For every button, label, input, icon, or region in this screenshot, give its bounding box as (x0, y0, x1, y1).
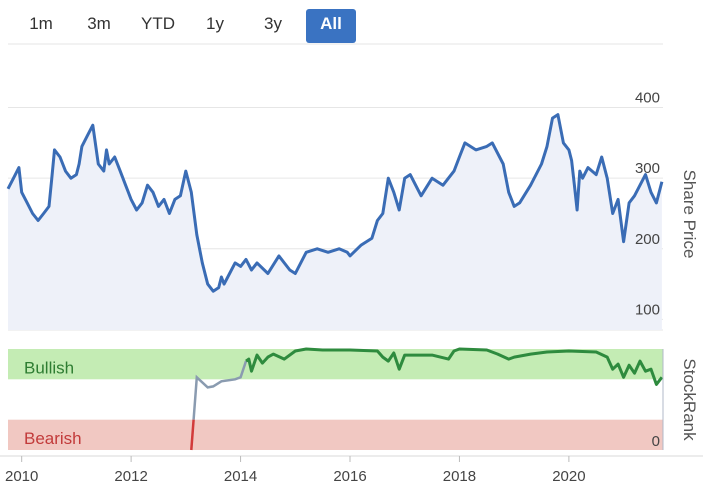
x-tick-label: 2020 (552, 468, 585, 485)
price-area (8, 114, 662, 330)
price-tick-label: 400 (635, 90, 660, 107)
range-button-all[interactable]: All (306, 9, 356, 43)
price-tick-label: 200 (635, 231, 660, 248)
stockrank-tick-label: 0 (652, 433, 660, 450)
zone-label-bearish: Bearish (24, 429, 82, 448)
range-button-3m[interactable]: 3m (87, 14, 111, 33)
price-tick-label: 100 (635, 301, 660, 318)
range-button-ytd[interactable]: YTD (141, 14, 175, 33)
zone-bullish (8, 349, 663, 380)
stockrank-line-neutral (192, 360, 248, 420)
price-axis: 100 200 300 400 (635, 90, 660, 319)
x-axis: 2010 2012 2014 2016 2018 2020 (0, 455, 703, 485)
stockrank-axis: 0 (652, 349, 664, 450)
price-tick-label: 300 (635, 160, 660, 177)
x-tick-label: 2016 (333, 468, 366, 485)
x-tick-label: 2012 (114, 468, 147, 485)
stockrank-axis-title: StockRank (680, 358, 699, 441)
range-button-3y[interactable]: 3y (264, 14, 282, 33)
x-tick-label: 2014 (224, 468, 257, 485)
stockrank-line-bearish (190, 419, 195, 451)
stockrank-zones: Bullish Bearish (8, 349, 663, 450)
zone-bearish (8, 419, 663, 450)
price-axis-title: Share Price (680, 170, 699, 259)
x-tick-label: 2018 (443, 468, 476, 485)
price-line-series (6, 113, 664, 293)
range-selector: 1m 3m YTD 1y 3y All (0, 0, 703, 44)
range-button-1m[interactable]: 1m (29, 14, 53, 33)
range-button-1y[interactable]: 1y (206, 14, 224, 33)
zone-label-bullish: Bullish (24, 358, 74, 377)
stockrank-line-bullish (245, 347, 664, 386)
x-tick-label: 2010 (5, 468, 38, 485)
